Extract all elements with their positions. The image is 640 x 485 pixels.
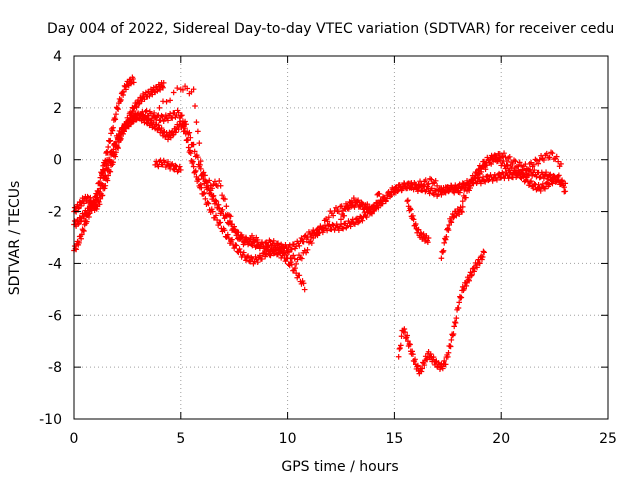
x-tick-label: 10	[279, 431, 297, 447]
y-tick-label: 0	[53, 153, 62, 169]
plot-frame	[73, 55, 609, 420]
y-tick-label: -8	[48, 360, 62, 376]
series-markers	[152, 157, 184, 175]
x-tick-label: 25	[599, 431, 617, 447]
series-arc-10	[438, 204, 466, 262]
series-markers	[98, 107, 569, 254]
series-arc-8	[152, 157, 184, 175]
x-tick-label: 20	[492, 431, 510, 447]
y-tick-label: 2	[53, 101, 62, 117]
x-tick-label: 15	[385, 431, 403, 447]
y-tick-label: -2	[48, 205, 62, 221]
series-arc-7	[395, 248, 487, 377]
chart-title: Day 004 of 2022, Sidereal Day-to-day VTE…	[47, 21, 614, 37]
series-markers	[395, 248, 487, 377]
axis-ticks: 0 5 10 15 20 25 -10 -8 -6 -4 -2 0 2 4	[39, 49, 617, 447]
series-markers	[338, 190, 383, 223]
series-markers	[404, 197, 432, 246]
y-tick-label: -10	[39, 412, 62, 428]
x-tick-label: 0	[70, 431, 79, 447]
y-tick-label: -6	[48, 308, 62, 324]
y-tick-label: -4	[48, 256, 62, 272]
x-axis-label: GPS time / hours	[281, 459, 398, 475]
y-tick-label: 4	[53, 49, 62, 65]
series-markers	[438, 204, 466, 262]
x-tick-label: 5	[176, 431, 185, 447]
series-markers	[459, 152, 569, 204]
series-arc-6	[459, 152, 569, 204]
series-arc-4	[98, 107, 569, 254]
y-axis-label: SDTVAR / TECUs	[7, 181, 23, 296]
series-arc-9	[404, 197, 432, 246]
series-arc-11	[338, 190, 383, 223]
data-points	[71, 74, 569, 377]
